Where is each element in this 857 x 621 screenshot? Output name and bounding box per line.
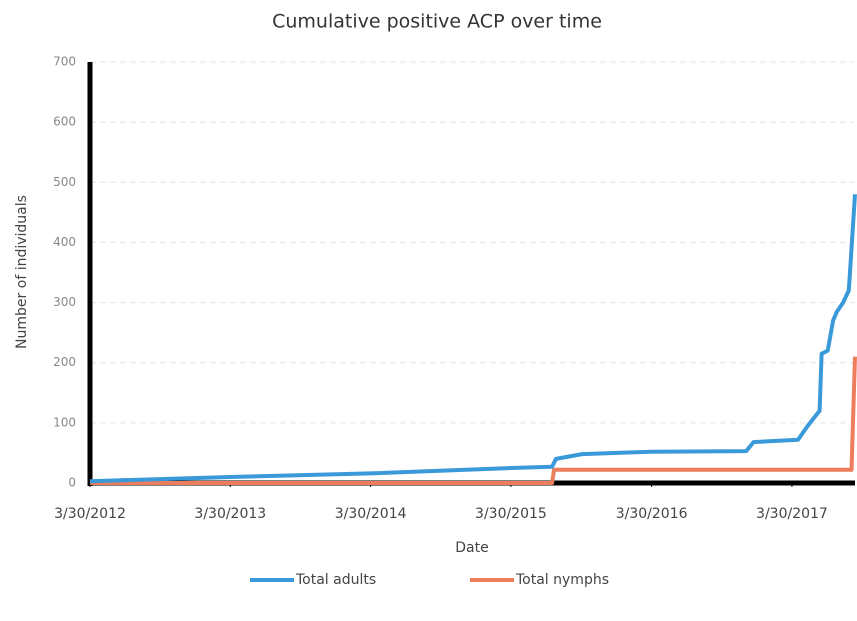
legend-label: Total adults [295, 572, 376, 588]
y-tick-label: 0 [68, 476, 76, 490]
x-tick-label: 3/30/2017 [756, 506, 828, 522]
x-tick-label: 3/30/2014 [335, 506, 407, 522]
x-tick-label: 3/30/2013 [194, 506, 266, 522]
y-tick-label: 200 [53, 355, 76, 369]
series-line [89, 194, 857, 484]
y-tick-label: 400 [53, 235, 76, 249]
x-tick-label: 3/30/2015 [475, 506, 547, 522]
y-tick-label: 600 [53, 115, 76, 129]
x-axis-label: Date [455, 540, 488, 556]
y-tick-label: 500 [53, 175, 76, 189]
chart-title: Cumulative positive ACP over time [272, 11, 602, 33]
y-tick-label: 300 [53, 295, 76, 309]
x-tick-label: 3/30/2016 [616, 506, 688, 522]
x-tick-label: 3/30/2012 [54, 506, 126, 522]
y-tick-label: 100 [53, 415, 76, 429]
y-axis-label: Number of individuals [14, 195, 30, 349]
series-line [90, 356, 857, 485]
legend-label: Total nymphs [515, 572, 609, 588]
y-tick-label: 700 [53, 55, 76, 69]
